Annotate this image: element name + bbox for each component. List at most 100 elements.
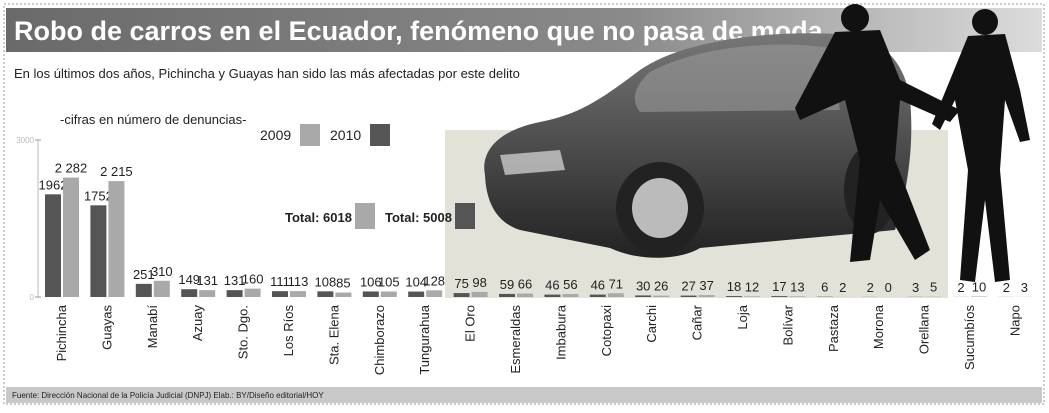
- bar: [199, 290, 215, 297]
- bar: [517, 294, 533, 297]
- bar: [544, 295, 560, 297]
- value-label: 71: [609, 276, 623, 291]
- value-label: 26: [654, 279, 668, 294]
- total-label: Total: 5008: [385, 210, 452, 225]
- bar: [381, 292, 397, 297]
- y-tick-label: 3000: [16, 136, 34, 145]
- bar: [590, 295, 606, 297]
- subtitle: En los últimos dos años, Pichincha y Gua…: [14, 66, 520, 81]
- legend-label: 2010: [330, 127, 361, 143]
- value-label: 131: [196, 273, 218, 288]
- value-label: 2: [839, 280, 846, 295]
- x-tick-label: Sto. Dgo.: [236, 305, 251, 359]
- value-label: 3: [912, 280, 919, 295]
- bar: [681, 296, 697, 297]
- bar: [63, 178, 79, 297]
- value-label: 2: [867, 280, 874, 295]
- value-label: 2: [957, 280, 964, 295]
- x-tick-label: Imbabura: [553, 304, 568, 360]
- legend-swatch: [370, 124, 390, 146]
- bar: [227, 290, 243, 297]
- bar: [971, 296, 987, 297]
- x-tick-label: Bolívar: [780, 304, 795, 345]
- bar: [272, 291, 288, 297]
- legend-label: 2009: [260, 127, 291, 143]
- value-label: 56: [563, 277, 577, 292]
- bar: [744, 296, 760, 297]
- bar: [726, 296, 742, 297]
- value-label: 310: [151, 264, 173, 279]
- x-tick-label: El Oro: [463, 305, 478, 342]
- value-label: 13: [790, 279, 804, 294]
- value-label: 2: [1003, 280, 1010, 295]
- bar: [363, 291, 379, 297]
- x-tick-label: Sucumbíos: [962, 305, 977, 371]
- bar: [408, 292, 424, 297]
- value-label: 5: [930, 280, 937, 295]
- x-tick-label: Loja: [735, 304, 750, 329]
- value-label: 0: [885, 280, 892, 295]
- x-tick-label: Manabí: [145, 305, 160, 349]
- value-label: 66: [518, 277, 532, 292]
- bar: [290, 291, 306, 297]
- value-label: 85: [336, 276, 350, 291]
- total-label: Total: 6018: [285, 210, 352, 225]
- value-label: 128: [423, 273, 445, 288]
- value-label: 2 282: [55, 161, 88, 176]
- legend-swatch: [300, 124, 320, 146]
- x-tick-label: Orellana: [917, 304, 932, 354]
- total-swatch: [455, 203, 475, 229]
- bar: [181, 289, 197, 297]
- value-label: 30: [636, 278, 650, 293]
- x-tick-label: Azuay: [190, 305, 205, 342]
- chart-title: Robo de carros en el Ecuador, fenómeno q…: [14, 16, 824, 46]
- total-swatch: [355, 203, 375, 229]
- x-tick-label: Los Ríos: [281, 305, 296, 357]
- value-label: 3: [1021, 280, 1028, 295]
- source: Fuente: Dirección Nacional de la Policía…: [12, 391, 324, 400]
- bar: [335, 293, 351, 297]
- value-label: 160: [242, 272, 264, 287]
- x-tick-label: Sta. Elena: [326, 304, 341, 365]
- value-label: 18: [727, 279, 741, 294]
- bar: [789, 296, 805, 297]
- x-tick-label: Napo: [1007, 305, 1022, 336]
- value-label: 113: [288, 274, 309, 289]
- value-label: 98: [472, 275, 486, 290]
- value-label: 105: [378, 275, 400, 290]
- bar: [562, 294, 578, 297]
- x-tick-label: Chimborazo: [372, 305, 387, 375]
- bar: [90, 205, 106, 297]
- bar: [136, 284, 152, 297]
- x-tick-label: Pastaza: [826, 304, 841, 352]
- value-label: 10: [972, 279, 986, 294]
- value-label: 59: [500, 277, 514, 292]
- bar: [45, 194, 61, 297]
- bar: [154, 281, 170, 297]
- x-tick-label: Cañar: [690, 304, 705, 340]
- value-label: 46: [545, 278, 559, 293]
- bar: [653, 296, 669, 297]
- bar: [426, 290, 442, 297]
- value-label: 46: [591, 278, 605, 293]
- note: -cifras en número de denuncias-: [60, 112, 246, 127]
- x-tick-label: Esmeraldas: [508, 305, 523, 374]
- bar: [108, 181, 124, 297]
- x-tick-label: Carchi: [644, 305, 659, 343]
- bar: [771, 296, 787, 297]
- value-label: 17: [772, 279, 786, 294]
- value-label: 2 215: [100, 164, 133, 179]
- value-label: 27: [681, 279, 695, 294]
- x-tick-label: Guayas: [99, 305, 114, 350]
- bar: [454, 293, 470, 297]
- bar: [499, 294, 515, 297]
- x-tick-label: Morona: [871, 304, 886, 349]
- bar: [317, 291, 333, 297]
- bar: [245, 289, 261, 297]
- value-label: 6: [821, 280, 828, 295]
- bar: [472, 292, 488, 297]
- y-tick-label: 0: [30, 293, 35, 302]
- x-tick-label: Pichincha: [54, 304, 69, 361]
- value-label: 75: [454, 276, 468, 291]
